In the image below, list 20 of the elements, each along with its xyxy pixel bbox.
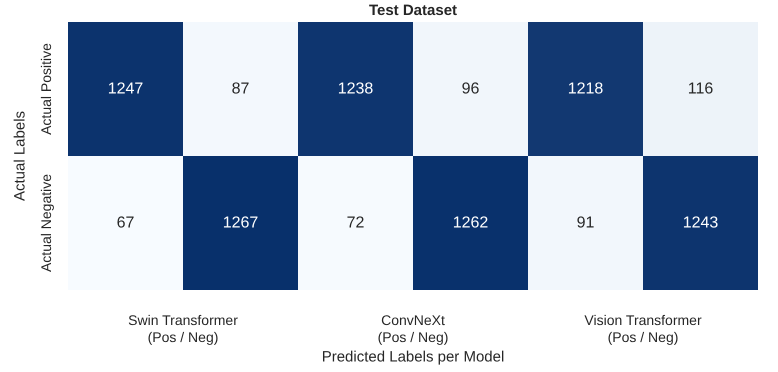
data-label: 87 <box>232 80 250 98</box>
x-tick-label: Vision Transformer (Pos / Neg) <box>584 312 702 345</box>
x-tick-label: Swin Transformer (Pos / Neg) <box>128 312 238 345</box>
data-label: 1243 <box>682 214 718 232</box>
data-label: 1218 <box>568 80 604 98</box>
y-tick-label: Actual Positive <box>38 42 54 135</box>
chart-title: Test Dataset <box>368 2 458 20</box>
data-label: 91 <box>576 214 594 232</box>
data-label: 72 <box>346 214 364 232</box>
y-axis-title: Actual Labels <box>12 110 29 202</box>
data-label: 1267 <box>222 214 258 232</box>
x-tick-label: ConvNeXt (Pos / Neg) <box>378 312 448 345</box>
x-axis-title: Predicted Labels per Model <box>322 348 504 366</box>
data-label: 1247 <box>108 80 144 98</box>
data-label: 116 <box>688 80 714 98</box>
y-tick-label: Actual Negative <box>38 174 54 272</box>
data-label: 1238 <box>338 80 374 98</box>
data-label: 67 <box>116 214 134 232</box>
data-label: 1262 <box>452 214 488 232</box>
data-label: 96 <box>462 80 480 98</box>
